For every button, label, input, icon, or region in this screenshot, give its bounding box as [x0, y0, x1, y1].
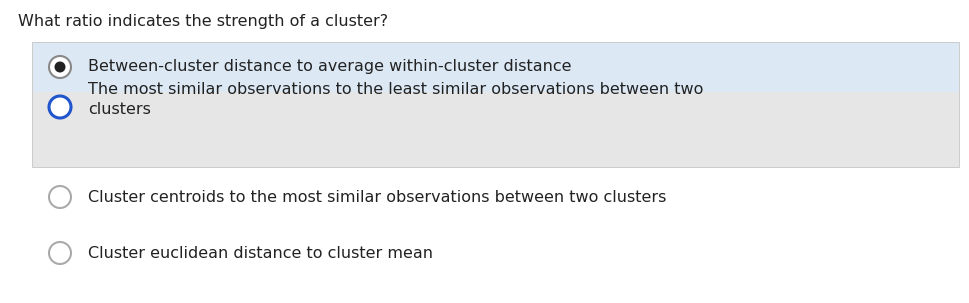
Circle shape	[49, 56, 71, 78]
FancyBboxPatch shape	[32, 42, 959, 92]
Text: The most similar observations to the least similar observations between two: The most similar observations to the lea…	[88, 82, 703, 98]
Text: Cluster centroids to the most similar observations between two clusters: Cluster centroids to the most similar ob…	[88, 189, 667, 205]
Text: clusters: clusters	[88, 102, 151, 118]
Text: Between-cluster distance to average within-cluster distance: Between-cluster distance to average with…	[88, 59, 572, 75]
Circle shape	[49, 242, 71, 264]
FancyBboxPatch shape	[32, 92, 959, 167]
Circle shape	[54, 62, 66, 72]
Text: Cluster euclidean distance to cluster mean: Cluster euclidean distance to cluster me…	[88, 245, 433, 261]
Text: What ratio indicates the strength of a cluster?: What ratio indicates the strength of a c…	[18, 14, 389, 29]
Circle shape	[49, 186, 71, 208]
Circle shape	[49, 96, 71, 118]
